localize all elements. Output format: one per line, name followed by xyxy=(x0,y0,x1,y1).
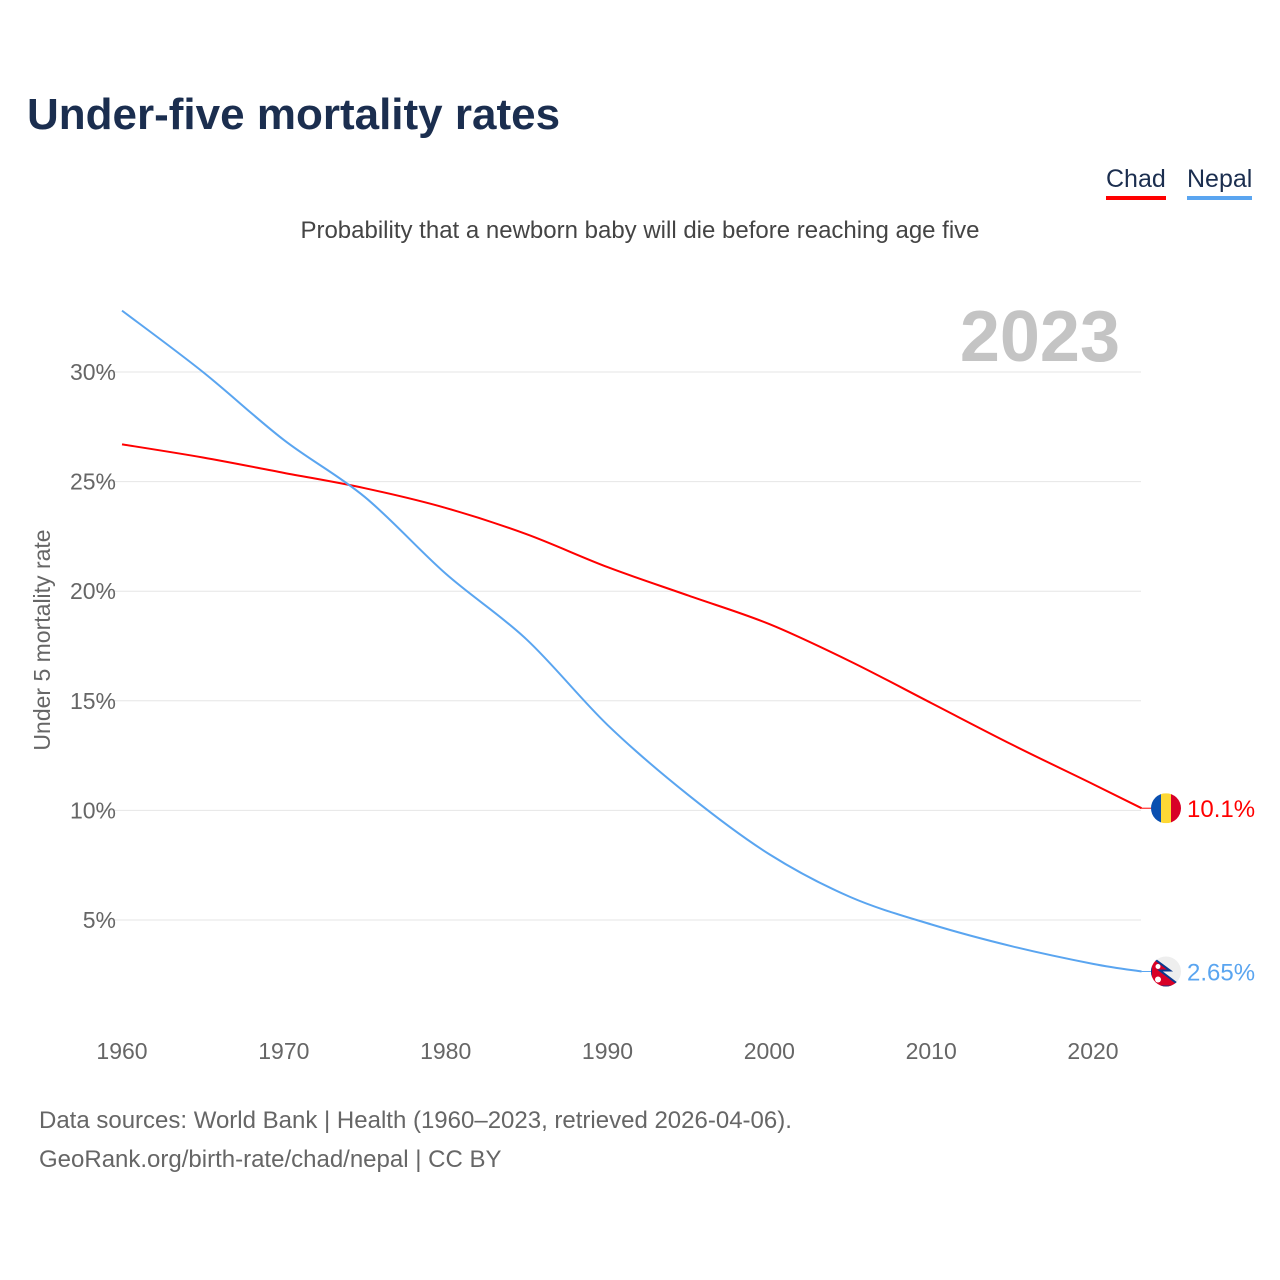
y-tick-label: 15% xyxy=(70,688,116,714)
chad-flag-icon xyxy=(1151,793,1181,824)
series-line-nepal xyxy=(121,309,1142,973)
y-tick-label: 30% xyxy=(70,359,116,385)
x-tick-label: 2020 xyxy=(1067,1038,1118,1064)
footer-sources: Data sources: World Bank | Health (1960–… xyxy=(39,1107,792,1134)
legend-chad[interactable]: Chad xyxy=(1106,165,1166,200)
y-tick-label: 25% xyxy=(70,469,116,495)
x-tick-label: 2010 xyxy=(906,1038,957,1064)
series-line-chad xyxy=(121,443,1142,810)
year-label: 2023 xyxy=(960,297,1120,377)
y-tick-label: 10% xyxy=(70,797,116,823)
end-value-label: 2.65% xyxy=(1187,960,1255,987)
y-tick-label: 5% xyxy=(83,907,116,933)
chart-subtitle: Probability that a newborn baby will die… xyxy=(300,217,980,244)
x-tick-label: 1990 xyxy=(582,1038,633,1064)
end-value-label: 10.1% xyxy=(1187,796,1255,823)
x-tick-label: 1960 xyxy=(96,1038,147,1064)
y-axis-label: Under 5 mortality rate xyxy=(29,529,55,750)
legend-nepal[interactable]: Nepal xyxy=(1187,165,1253,200)
x-tick-label: 2000 xyxy=(744,1038,795,1064)
chart-title: Under-five mortality rates xyxy=(27,90,561,139)
x-tick-label: 1980 xyxy=(420,1038,471,1064)
x-tick-label: 1970 xyxy=(258,1038,309,1064)
nepal-flag-icon xyxy=(1151,956,1181,987)
y-tick-label: 20% xyxy=(70,578,116,604)
footer-link[interactable]: GeoRank.org/birth-rate/chad/nepal | CC B… xyxy=(39,1146,502,1173)
